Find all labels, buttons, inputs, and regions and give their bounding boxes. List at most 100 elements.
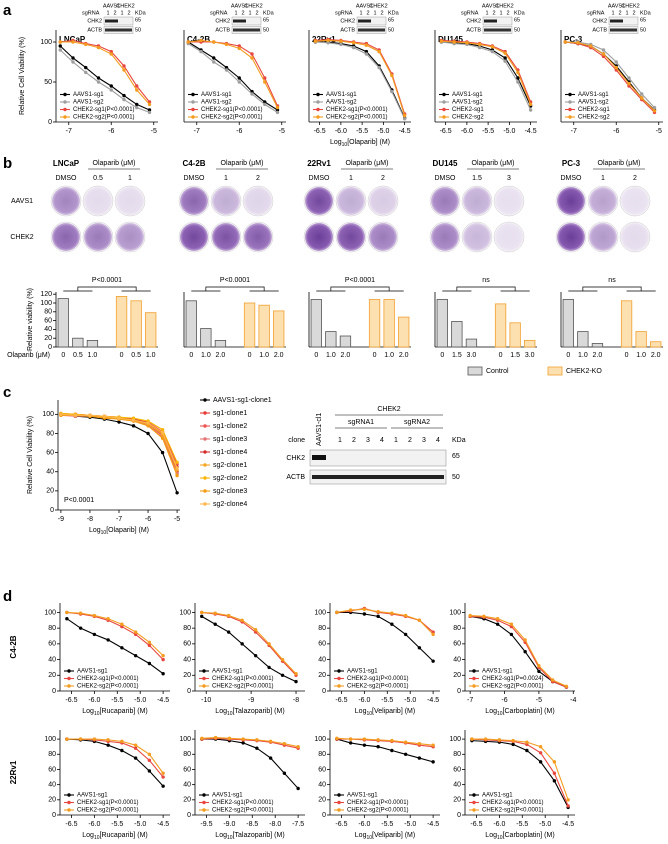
x-tick-label: -9.0 bbox=[223, 821, 235, 828]
data-point bbox=[282, 771, 287, 775]
blot-lane: 1 bbox=[625, 10, 628, 16]
legend-marker bbox=[67, 676, 71, 681]
x-tick-label: -5.5 bbox=[381, 821, 393, 828]
x-tick-label: -5.5 bbox=[381, 697, 393, 704]
x-tick-label: -6.5 bbox=[335, 821, 347, 828]
data-point bbox=[335, 736, 339, 741]
data-point bbox=[537, 664, 541, 668]
data-point bbox=[528, 102, 533, 107]
y-tick-label: 80 bbox=[183, 751, 191, 758]
blot-lane: 1 bbox=[394, 437, 398, 444]
data-point bbox=[390, 738, 394, 743]
data-point bbox=[213, 611, 217, 615]
y-tick-label: 60 bbox=[453, 641, 461, 648]
x-axis-label-part: Log bbox=[89, 527, 101, 534]
data-point bbox=[175, 473, 179, 478]
y-axis-label: Relative Cell Viability (%) bbox=[19, 37, 26, 115]
dose-label: 1 bbox=[349, 175, 353, 182]
well bbox=[557, 187, 585, 215]
x-tick-label: -6.0 bbox=[358, 697, 370, 704]
x-axis-label: Log10[Carboplatin] (M) bbox=[485, 708, 554, 717]
data-point bbox=[268, 756, 273, 760]
blot-unit: KDa bbox=[514, 10, 526, 16]
legend-label: sg2-clone1 bbox=[213, 462, 247, 469]
x-axis-label-part: Log bbox=[215, 832, 227, 839]
data-point bbox=[503, 56, 507, 60]
x-tick-label: -5.0 bbox=[539, 821, 551, 828]
x-tick-label: -5.0 bbox=[134, 697, 146, 704]
x-axis-label-part: Log bbox=[82, 708, 94, 715]
dose-label: 0.5 bbox=[93, 175, 103, 182]
blot-lanes-label: sgRNA bbox=[210, 10, 228, 16]
x-tick-label: 2.0 bbox=[341, 352, 351, 359]
y-tick-label: 100 bbox=[449, 609, 461, 616]
data-point bbox=[78, 737, 83, 741]
x-tick-label: -6.0 bbox=[493, 821, 505, 828]
x-tick-label: -7 bbox=[66, 128, 72, 135]
data-point bbox=[161, 653, 165, 658]
data-point bbox=[351, 41, 356, 45]
data-point bbox=[364, 52, 369, 56]
blot-band bbox=[358, 19, 371, 23]
data-point bbox=[161, 784, 165, 788]
x-axis-label: Log10[Veliparib] (M) bbox=[355, 832, 415, 841]
treatment-label: Olaparib (μM) bbox=[598, 160, 641, 167]
curve bbox=[315, 39, 406, 115]
data-point bbox=[376, 744, 380, 749]
well bbox=[52, 223, 80, 251]
dose-label: 1 bbox=[128, 175, 132, 182]
x-axis-label-part: 10 bbox=[227, 835, 233, 841]
data-point bbox=[280, 673, 285, 677]
x-tick-label: 0 bbox=[440, 352, 444, 359]
y-tick-label: 100 bbox=[314, 609, 326, 616]
data-point bbox=[160, 430, 165, 435]
bar bbox=[591, 343, 604, 348]
data-point bbox=[566, 804, 570, 808]
data-point bbox=[417, 618, 422, 622]
significance-bracket bbox=[442, 286, 530, 292]
legend-label: sg2-clone4 bbox=[213, 501, 247, 508]
data-point bbox=[147, 640, 152, 644]
data-point bbox=[135, 102, 139, 107]
legend-label: CHEK2-sg1(P<0.0001) bbox=[482, 800, 544, 806]
data-point bbox=[627, 81, 631, 86]
legend-label: CHEK2-sg1 bbox=[578, 107, 610, 113]
blot-row: CHK2 bbox=[466, 18, 481, 24]
x-tick-label: 2.0 bbox=[216, 352, 226, 359]
panel-label: d bbox=[3, 588, 12, 605]
data-point bbox=[106, 617, 110, 621]
legend-label: CHEK2-sg1(P<0.0001) bbox=[201, 107, 263, 113]
well bbox=[52, 187, 80, 215]
data-point bbox=[313, 39, 318, 43]
data-point bbox=[417, 756, 422, 760]
y-tick-label: 0 bbox=[48, 119, 52, 126]
data-point bbox=[503, 59, 507, 63]
legend-marker bbox=[202, 676, 206, 681]
data-point bbox=[135, 88, 139, 92]
data-point bbox=[390, 611, 394, 615]
legend-label: CHEK2-sg1(P<0.0001) bbox=[73, 107, 135, 113]
cell-line-title: PC-3 bbox=[562, 159, 581, 168]
y-axis-label: Relative viability (%) bbox=[27, 288, 34, 351]
treatment-label: Olaparib (μM) bbox=[93, 160, 136, 167]
data-point bbox=[362, 737, 367, 741]
bar bbox=[509, 322, 521, 348]
data-point bbox=[296, 744, 300, 749]
annotation: ns bbox=[482, 277, 490, 284]
data-point bbox=[237, 80, 241, 84]
legend-label: AAVS1-sg1 bbox=[73, 92, 104, 98]
x-tick-label: -6.5 bbox=[65, 821, 77, 828]
legend-label: CHEK2-sg1(P<0.0001) bbox=[77, 676, 139, 682]
x-axis-label-part: Log bbox=[485, 832, 497, 839]
bar bbox=[57, 298, 69, 348]
curve bbox=[565, 41, 655, 108]
y-tick-label: 0 bbox=[322, 688, 326, 695]
well bbox=[84, 223, 112, 251]
x-tick-label: 1.0 bbox=[636, 352, 646, 359]
legend-label: AAVS1-sg1 bbox=[482, 669, 513, 675]
y-tick-label: 60 bbox=[48, 641, 56, 648]
y-tick-label: 60 bbox=[46, 449, 54, 456]
annotation: P<0.0001 bbox=[64, 497, 94, 504]
x-tick-label: 3.0 bbox=[525, 352, 535, 359]
y-tick-label: 0 bbox=[50, 507, 54, 514]
